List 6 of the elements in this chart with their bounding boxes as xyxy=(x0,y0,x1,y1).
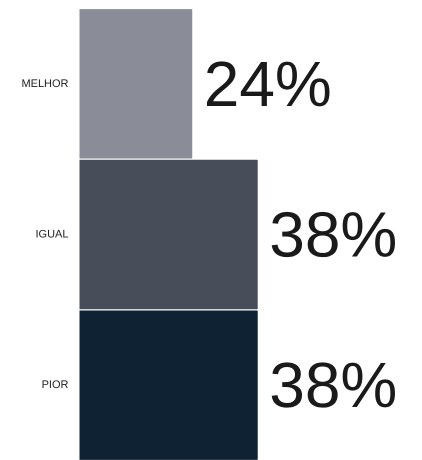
data-label: 38% xyxy=(269,198,398,270)
y-tick-label: IGUAL xyxy=(35,228,69,240)
data-label: 24% xyxy=(204,48,332,120)
y-tick-label: PIOR xyxy=(42,379,69,392)
data-label: 38% xyxy=(269,349,398,422)
y-tick-label: MELHOR xyxy=(21,78,69,90)
